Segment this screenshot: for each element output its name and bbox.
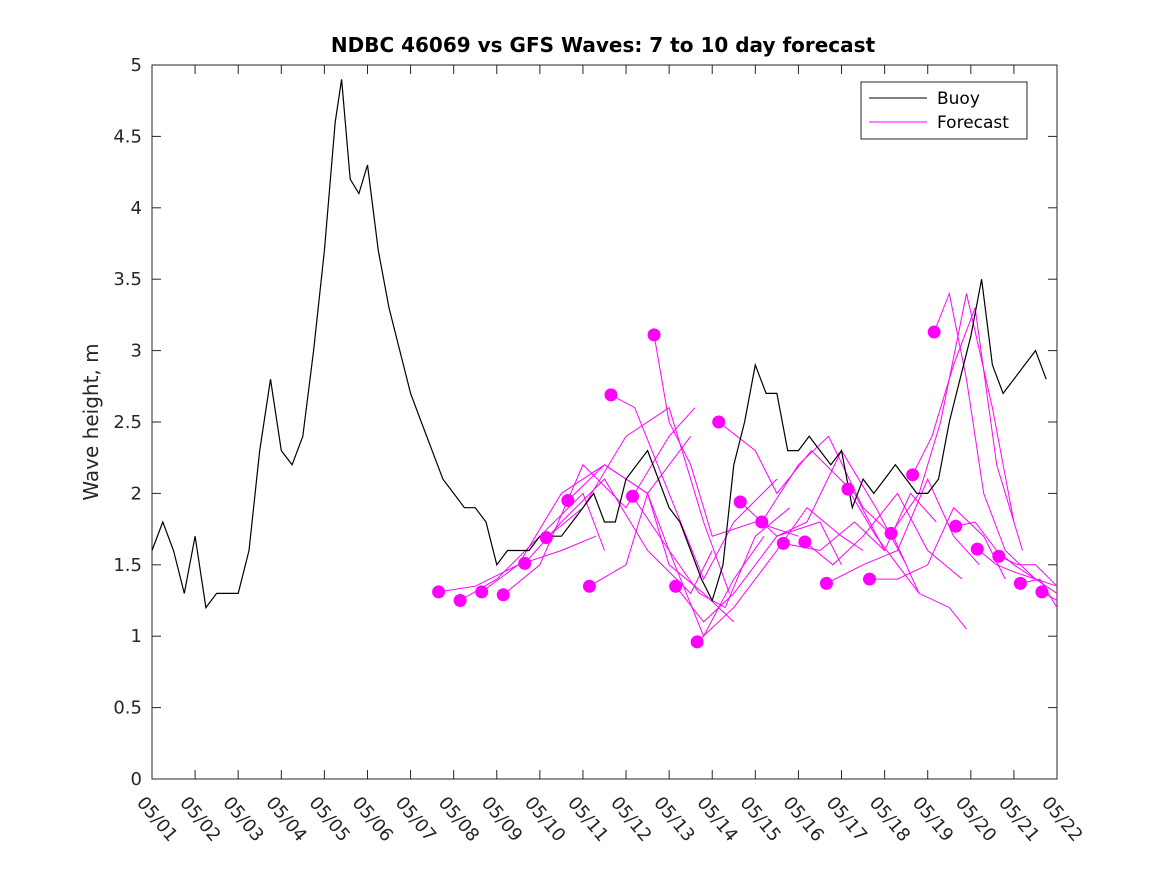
forecast-start-point	[970, 542, 984, 556]
forecast-line	[933, 291, 1036, 580]
y-tick-label: 0.5	[113, 698, 142, 719]
y-axis-label: Wave height, m	[79, 343, 103, 500]
forecast-line	[739, 449, 907, 566]
forecast-start-point	[561, 494, 575, 508]
forecast-start-point	[432, 585, 446, 599]
forecast-line	[912, 307, 1023, 551]
y-tick-label: 3	[131, 341, 142, 362]
chart-title: NDBC 46069 vs GFS Waves: 7 to 10 day for…	[331, 33, 876, 57]
y-tick-label: 3.5	[113, 269, 142, 290]
forecast-start-point	[496, 588, 510, 602]
plot-area-frame	[151, 64, 1058, 780]
y-tick-label: 1	[131, 626, 142, 647]
forecast-line	[890, 293, 1015, 534]
forecast-start-point	[582, 579, 596, 593]
forecast-line	[826, 477, 980, 584]
x-tick-label: 05/14	[692, 793, 741, 846]
forecast-start-point	[518, 556, 532, 570]
x-tick-label: 05/04	[261, 793, 310, 846]
forecast-start-point	[755, 515, 769, 529]
y-axis: 0 0.5 1 1.5 2 2.5 3 3.5 4 4.5 5	[113, 55, 1057, 790]
x-tick-label: 05/12	[606, 793, 655, 846]
x-tick-label: 05/15	[736, 793, 785, 846]
forecast-start-point	[453, 594, 467, 607]
forecast-line	[653, 334, 799, 537]
x-tick-label: 05/18	[865, 793, 914, 846]
forecast-start-point	[626, 489, 640, 503]
forecast-start-point	[863, 572, 877, 586]
forecast-start-point	[1013, 576, 1027, 590]
x-tick-label: 05/20	[951, 793, 1000, 846]
legend-label-forecast: Forecast	[937, 113, 1009, 133]
legend-box	[860, 81, 1028, 140]
x-tick-label: 05/11	[563, 793, 612, 846]
forecast-start-point	[798, 535, 812, 549]
x-tick-label: 05/03	[218, 793, 267, 846]
forecast-line	[998, 555, 1058, 587]
forecast-start-point	[690, 635, 704, 649]
forecast-series	[438, 291, 1058, 643]
y-tick-label: 2.5	[113, 412, 142, 433]
x-tick-label: 05/01	[132, 793, 181, 846]
buoy-series	[151, 79, 1047, 610]
x-tick-label: 05/13	[649, 793, 698, 846]
forecast-start-points	[432, 325, 1049, 649]
forecast-start-point	[841, 482, 855, 496]
forecast-start-point	[647, 328, 661, 342]
forecast-line	[804, 492, 963, 580]
y-tick-label: 4.5	[113, 126, 142, 147]
forecast-line	[869, 506, 1006, 580]
forecast-line	[589, 491, 765, 638]
x-tick-label: 05/08	[434, 793, 483, 846]
buoy-line	[151, 79, 1047, 610]
forecast-line	[847, 488, 967, 630]
forecast-line	[696, 506, 864, 643]
forecast-start-point	[475, 585, 489, 599]
x-tick-label: 05/17	[822, 793, 871, 846]
x-tick-label: 05/16	[779, 793, 828, 846]
forecast-start-point	[819, 576, 833, 590]
x-tick-label: 05/05	[305, 793, 354, 846]
y-tick-label: 2	[131, 483, 142, 504]
forecast-start-point	[539, 531, 553, 545]
forecast-line	[718, 421, 886, 551]
forecast-start-point	[776, 536, 790, 550]
forecast-start-point	[712, 415, 726, 429]
x-tick-label: 05/06	[348, 793, 397, 846]
y-tick-label: 4	[131, 198, 142, 219]
y-tick-label: 0	[131, 769, 142, 790]
forecast-start-point	[906, 468, 920, 482]
x-tick-label: 05/19	[908, 793, 957, 846]
y-tick-label: 5	[131, 55, 142, 76]
forecast-start-point	[604, 388, 618, 402]
x-tick-label: 05/21	[994, 793, 1043, 846]
forecast-start-point	[669, 579, 683, 593]
x-tick-label: 05/09	[477, 793, 526, 846]
forecast-start-point	[949, 519, 963, 533]
x-tick-label: 05/07	[391, 793, 440, 846]
forecast-start-point	[927, 325, 941, 339]
forecast-start-point	[884, 526, 898, 540]
forecast-start-point	[1035, 585, 1049, 599]
forecast-line	[675, 521, 842, 623]
legend: Buoy Forecast	[860, 81, 1028, 140]
forecast-line	[481, 435, 692, 593]
y-tick-label: 1.5	[113, 555, 142, 576]
forecast-line	[1020, 578, 1058, 608]
x-tick-label: 05/02	[175, 793, 224, 846]
forecast-line	[545, 406, 730, 594]
forecast-start-point	[733, 495, 747, 509]
forecast-line	[955, 521, 1058, 587]
x-tick-label: 05/10	[520, 793, 569, 846]
forecast-line	[610, 394, 778, 581]
x-tick-label: 05/22	[1037, 793, 1086, 846]
forecast-line	[761, 435, 920, 594]
legend-label-buoy: Buoy	[937, 89, 980, 109]
forecast-start-point	[992, 549, 1006, 563]
